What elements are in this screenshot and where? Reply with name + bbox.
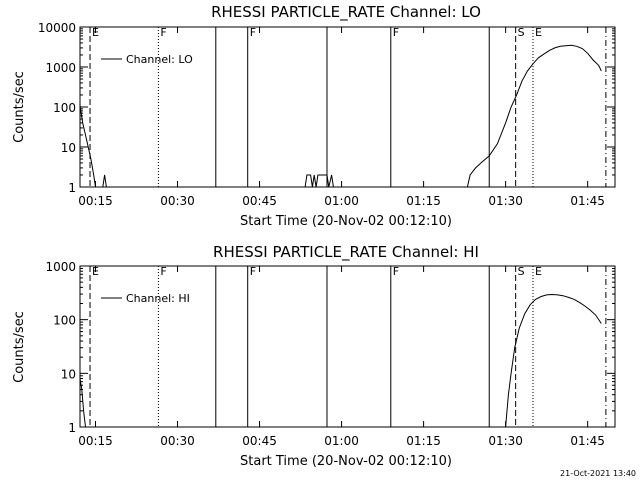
- x-tick-label-0: 00:15: [78, 194, 113, 208]
- x-tick-label-1: 00:30: [160, 194, 195, 208]
- marker-label-1: F: [160, 26, 166, 39]
- y-tick-label-1: 10: [61, 367, 76, 381]
- marker-label-8: E: [535, 265, 542, 278]
- x-tick-label-4: 01:15: [406, 194, 441, 208]
- data-line-lo: [79, 44, 602, 188]
- marker-label-7: S: [518, 26, 525, 39]
- x-tick-label-6: 01:45: [570, 434, 605, 448]
- x-tick-label-4: 01:15: [406, 434, 441, 448]
- series-line-0: [79, 293, 602, 428]
- timestamp: 21-Oct-2021 13:40: [560, 469, 636, 478]
- x-tick-label-2: 00:45: [242, 194, 277, 208]
- x-tick-label-1: 00:30: [160, 434, 195, 448]
- legend-hi: Channel: HI: [101, 292, 190, 305]
- data-line-hi: [79, 293, 602, 428]
- x-tick-label-0: 00:15: [78, 434, 113, 448]
- x-tick-label-5: 01:30: [488, 194, 523, 208]
- axis-ticks-lo: 00:15 00:30 00:45 01:00 01:15 01:30 01:45 1 10 10…: [38, 21, 615, 208]
- x-tick-label-2: 00:45: [242, 434, 277, 448]
- marker-label-3: F: [250, 265, 256, 278]
- panel-hi: RHESSI PARTICLE_RATE Channel: HI EFFFSE …: [12, 243, 616, 469]
- y-tick-label-1: 10: [61, 141, 76, 155]
- event-markers-hi: EFFFSE: [89, 265, 607, 427]
- y-tick-label-3: 1000: [45, 260, 76, 274]
- y-tick-label-0: 1: [68, 181, 76, 195]
- marker-label-8: E: [535, 26, 542, 39]
- x-axis-label-lo: Start Time (20-Nov-02 00:12:10): [240, 214, 452, 229]
- series-line-0: [79, 44, 602, 188]
- x-axis-label-hi: Start Time (20-Nov-02 00:12:10): [240, 454, 452, 469]
- y-tick-label-0: 1: [68, 421, 76, 435]
- y-axis-label-hi: Counts/sec: [12, 311, 27, 383]
- x-tick-label-3: 01:00: [324, 194, 359, 208]
- y-axis-label-lo: Counts/sec: [12, 71, 27, 143]
- y-tick-label-3: 1000: [45, 61, 76, 75]
- axis-ticks-hi: 00:15 00:30 00:45 01:00 01:15 01:30 01:45 1 10 10…: [45, 260, 615, 448]
- marker-label-7: S: [518, 265, 525, 278]
- panel-lo: RHESSI PARTICLE_RATE Channel: LO EFFFSE …: [12, 3, 616, 229]
- marker-label-5: F: [393, 265, 399, 278]
- y-tick-label-2: 100: [53, 101, 76, 115]
- y-tick-label-2: 100: [53, 314, 76, 328]
- x-tick-label-5: 01:30: [488, 434, 523, 448]
- chart-title-hi: RHESSI PARTICLE_RATE Channel: HI: [213, 243, 479, 262]
- chart-title-lo: RHESSI PARTICLE_RATE Channel: LO: [211, 3, 481, 22]
- marker-label-5: F: [393, 26, 399, 39]
- legend-label-lo: Channel: LO: [126, 53, 193, 66]
- marker-label-3: F: [250, 26, 256, 39]
- legend-label-hi: Channel: HI: [126, 292, 190, 305]
- marker-label-1: F: [160, 265, 166, 278]
- x-tick-label-6: 01:45: [570, 194, 605, 208]
- y-tick-label-4: 10000: [38, 21, 76, 35]
- x-tick-label-3: 01:00: [324, 434, 359, 448]
- legend-lo: Channel: LO: [101, 53, 193, 66]
